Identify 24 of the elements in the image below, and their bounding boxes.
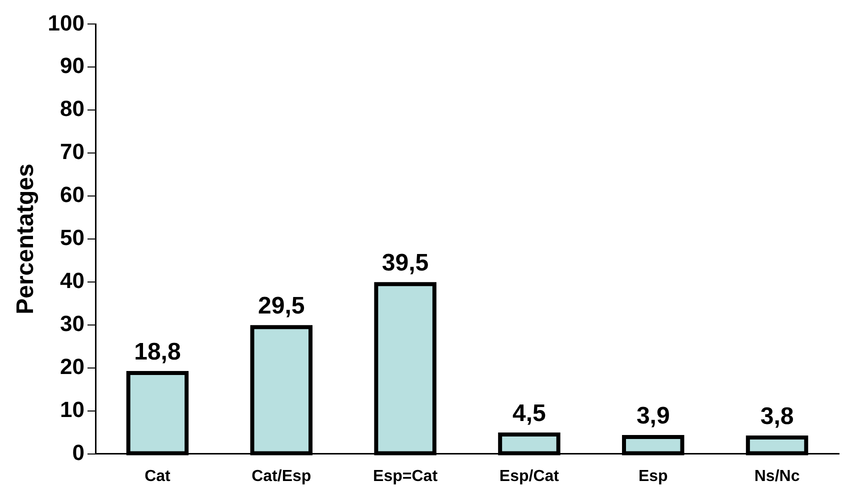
y-tick-label: 10 (60, 396, 85, 422)
x-tick-label: Ns/Nc (754, 468, 800, 485)
data-label: 39,5 (382, 250, 429, 277)
y-tick-label: 0 (72, 440, 85, 465)
y-tick-label: 40 (60, 268, 85, 294)
x-tick-label: Esp/Cat (499, 468, 560, 485)
y-tick-label: 70 (60, 139, 85, 164)
x-tick-label: Esp=Cat (373, 468, 438, 485)
y-tick-label: 30 (60, 310, 85, 336)
data-label: 29,5 (258, 292, 305, 320)
y-tick-label: 50 (60, 225, 85, 250)
x-tick-label: Cat (144, 468, 172, 485)
y-tick-label: 20 (60, 354, 85, 379)
x-tick-label: Esp (638, 468, 668, 485)
y-tick-label: 90 (60, 53, 85, 78)
data-label: 18,8 (134, 338, 181, 366)
x-tick-label: Cat/Esp (252, 468, 312, 485)
y-tick-label: 80 (60, 96, 85, 122)
data-label: 4,5 (512, 400, 546, 428)
y-tick-label: 100 (48, 10, 85, 36)
data-label: 3,9 (636, 402, 670, 430)
y-tick-label: 60 (60, 182, 85, 208)
data-label: 3,8 (760, 403, 794, 430)
y-axis-title: Percentatges (12, 164, 40, 314)
